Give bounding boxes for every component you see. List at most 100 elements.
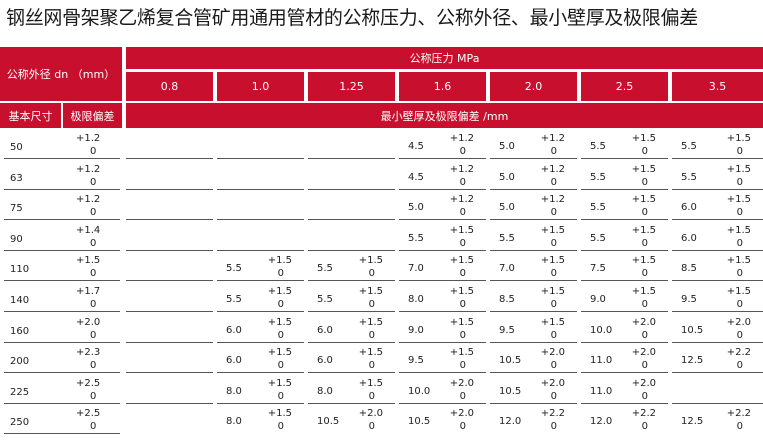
wall-thickness: 10.0 [408,385,431,397]
cell-underline [672,219,763,221]
wall-cell: 4.5 +1.2 0 [399,161,486,190]
cell-underline [672,372,763,374]
wall-tolerance-upper: +2.0 [449,408,474,420]
dn-tolerance-upper: +1.5 [76,255,101,267]
wall-tolerance-lower: 0 [277,421,284,433]
wall-thickness: 12.5 [681,416,704,428]
wall-thickness: 5.5 [317,294,333,305]
wall-cell [308,191,395,221]
wall-tolerance-lower: 0 [368,360,375,372]
row-divider [4,372,120,374]
wall-tolerance-lower: 0 [277,390,284,402]
cell-underline [490,402,577,404]
wall-tolerance-lower: 0 [459,207,466,219]
wall-tolerance-lower: 0 [368,329,375,341]
wall-cell: 7.5 +1.5 0 [581,252,668,282]
wall-header-label: 最小壁厚及极限偏差 /mm [380,109,509,123]
wall-cell: 11.0 +2.0 0 [581,375,668,404]
wall-tolerance-lower: 0 [550,299,557,310]
wall-cell: 9.5 +1.5 0 [490,314,577,343]
wall-tolerance-upper: +1.5 [540,286,565,297]
wall-thickness: 10.5 [681,324,704,336]
basic-size-header: 基本尺寸 [0,103,61,128]
cell-underline [581,341,668,343]
wall-cell: 5.0 +1.2 0 [490,130,577,159]
cell-underline [399,188,486,190]
wall-tolerance-lower: 0 [736,176,743,188]
pressure-cell: 1.25 [308,72,395,101]
wall-cell: 5.0 +1.2 0 [399,191,486,221]
wall-thickness: 10.5 [499,355,522,367]
wall-tolerance-upper: +1.5 [449,255,474,267]
wall-cell: 5.5 +1.5 0 [217,283,304,312]
wall-tolerance-upper: +1.5 [631,163,656,175]
cell-underline [490,372,577,374]
wall-thickness: 6.0 [226,355,242,367]
wall-tolerance-upper: +1.5 [267,408,292,420]
wall-thickness: 9.5 [408,355,424,367]
wall-tolerance-upper: +1.5 [267,316,292,328]
cell-underline [672,402,763,404]
cell-underline [490,280,577,282]
wall-cell [126,222,213,251]
cell-underline [581,402,668,404]
dn-tolerance-upper: +1.7 [76,286,101,297]
cell-underline [581,188,668,190]
wall-tolerance-upper: +1.5 [267,286,292,297]
wall-cell: 5.5 +1.5 0 [672,161,763,190]
dn-cell: 225 +2.5 0 [0,375,124,404]
wall-cell: 5.5 +1.5 0 [399,222,486,251]
wall-tolerance-lower: 0 [277,299,284,310]
wall-cell: 12.5 +2.2 0 [672,405,763,434]
table-row: 50 +1.2 0 4.5 +1.2 0 5.0 +1.2 0 5.5 +1.5 0 5.5 +1.5 0 [0,130,763,159]
dn-tolerance-upper: +2.0 [76,316,101,328]
cell-underline [217,158,304,159]
wall-thickness: 7.5 [590,263,606,275]
wall-thickness: 6.0 [681,232,697,244]
wall-cell [217,191,304,221]
dn-value: 90 [10,233,23,245]
wall-tolerance-upper: +1.2 [449,194,474,206]
wall-cell [126,130,213,159]
wall-cell: 5.5 +1.5 0 [308,252,395,282]
wall-tolerance-upper: +2.0 [631,377,656,389]
cell-underline [308,219,395,221]
wall-thickness: 5.5 [590,202,606,214]
wall-tolerance-upper: +1.5 [631,133,656,144]
wall-cell: 5.0 +1.2 0 [490,191,577,221]
wall-cell: 5.5 +1.5 0 [581,130,668,159]
pressure-header: 公称压力 MPa [126,47,763,69]
wall-cell: 10.5 +2.0 0 [308,405,395,434]
table-row: 200 +2.3 0 6.0 +1.5 0 6.0 +1.5 0 9.5 +1.5 0 10.5 +2.0… [0,344,763,374]
wall-tolerance-lower: 0 [550,360,557,372]
cell-underline [217,280,304,282]
wall-tolerance-lower: 0 [277,329,284,341]
cell-underline [399,341,486,343]
wall-tolerance-lower: 0 [550,421,557,433]
wall-thickness: 6.0 [681,202,697,214]
wall-cell: 5.5 +1.5 0 [581,191,668,221]
dn-tolerance-lower: 0 [90,207,97,219]
cell-underline [217,188,304,190]
wall-cell: 6.0 +1.5 0 [308,344,395,374]
wall-tolerance-upper: +1.2 [540,133,565,144]
cell-underline [308,188,395,190]
wall-cell: 5.5 +1.5 0 [490,222,577,251]
wall-tolerance-upper: +1.2 [540,163,565,175]
wall-tolerance-lower: 0 [550,390,557,402]
wall-cell: 5.5 +1.5 0 [308,283,395,312]
cell-underline [217,341,304,343]
wall-tolerance-lower: 0 [459,268,466,280]
cell-underline [308,402,395,404]
wall-tolerance-lower: 0 [459,360,466,372]
pressure-cell: 1.0 [217,72,304,101]
wall-tolerance-lower: 0 [368,299,375,310]
wall-tolerance-lower: 0 [277,268,284,280]
row-divider [4,219,120,221]
wall-tolerance-lower: 0 [459,146,466,157]
wall-cell: 8.0 +1.5 0 [217,375,304,404]
wall-tolerance-upper: +1.5 [540,255,565,267]
wall-thickness: 11.0 [590,385,613,397]
pressure-value: 0.8 [160,80,179,93]
cell-underline [126,372,213,374]
